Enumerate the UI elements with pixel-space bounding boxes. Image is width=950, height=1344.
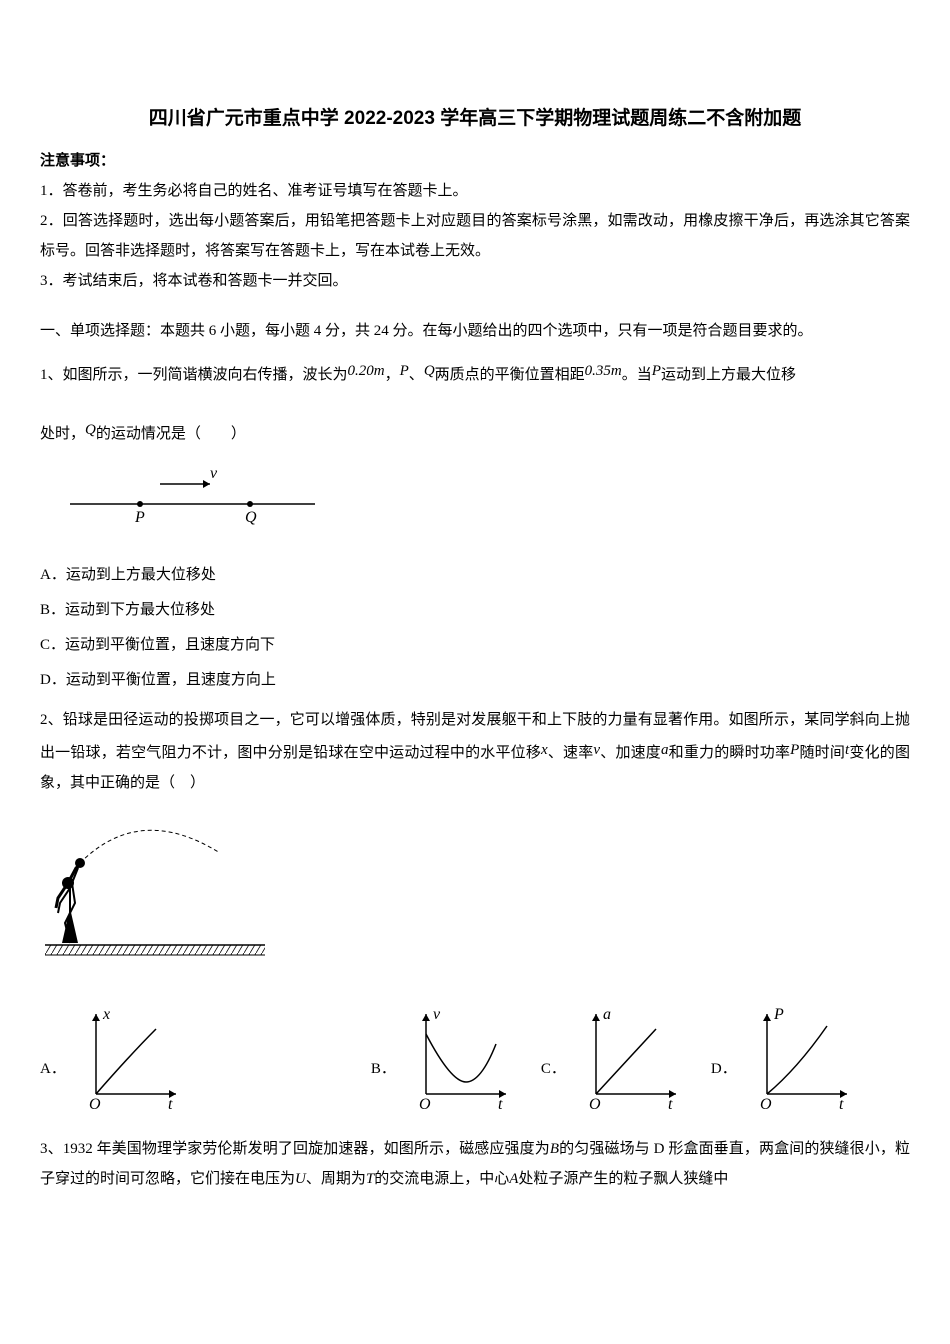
graph-a-svg: x O t — [71, 1004, 181, 1114]
svg-text:P: P — [773, 1006, 784, 1023]
question-1-text-line2: 处时，Q的运动情况是（ ） — [40, 415, 910, 449]
graph-a-label: A． — [40, 1054, 66, 1114]
throw-diagram — [40, 813, 910, 984]
q2-part4: 和重力的瞬时功率 — [669, 745, 791, 761]
q1-option-a: A．运动到上方最大位移处 — [40, 560, 910, 590]
notice-item-1: 1．答卷前，考生务必将自己的姓名、准考证号填写在答题卡上。 — [40, 176, 910, 206]
q2-part5: 随时间 — [799, 745, 845, 761]
graph-c-svg: a O t — [571, 1004, 681, 1114]
q1-varP2: P — [652, 363, 661, 379]
q3-part3: 、周期为 — [306, 1171, 366, 1187]
q1-part2: ， — [385, 367, 400, 383]
q2-part2: 、速率 — [548, 745, 594, 761]
q3-part5: 处粒子源产生的粒子飘人狭缝中 — [518, 1171, 728, 1187]
svg-text:t: t — [839, 1096, 844, 1113]
notice-item-2: 2．回答选择题时，选出每小题答案后，用铅笔把答题卡上对应题目的答案标号涂黑，如需… — [40, 206, 910, 266]
throw-svg — [40, 813, 270, 973]
q2-varX: x — [541, 742, 548, 758]
svg-text:x: x — [102, 1006, 110, 1023]
q1-option-d: D．运动到平衡位置，且速度方向上 — [40, 665, 910, 695]
graph-c-label: C． — [541, 1054, 566, 1114]
notice-header: 注意事项： — [40, 146, 910, 176]
q1-part7: 的运动情况是（ ） — [96, 426, 246, 442]
question-3-text: 3、1932 年美国物理学家劳伦斯发明了回旋加速器，如图所示，磁感应强度为B的匀… — [40, 1134, 910, 1194]
wave-p-label: P — [134, 509, 145, 526]
graph-b-svg: v O t — [401, 1004, 511, 1114]
q2-varP: P — [790, 742, 799, 758]
q2-varA: a — [661, 742, 669, 758]
q1-part6: 处时， — [40, 426, 85, 442]
q3-varU: U — [295, 1171, 306, 1187]
question-1-text: 1、如图所示，一列简谐横波向右传播，波长为0.20m，P、Q两质点的平衡位置相距… — [40, 356, 910, 390]
q3-varB: B — [550, 1141, 559, 1157]
svg-text:O: O — [419, 1096, 431, 1113]
graph-c: C． a O t — [541, 1004, 681, 1114]
graph-d: D． P O t — [711, 1004, 852, 1114]
q3-varT: T — [366, 1171, 374, 1187]
q1-part3: 两质点的平衡位置相距 — [435, 367, 585, 383]
svg-text:t: t — [668, 1096, 673, 1113]
question-1: 1、如图所示，一列简谐横波向右传播，波长为0.20m，P、Q两质点的平衡位置相距… — [40, 356, 910, 695]
q1-part4: 。当 — [622, 367, 652, 383]
exam-title: 四川省广元市重点中学 2022-2023 学年高三下学期物理试题周练二不含附加题 — [40, 100, 910, 138]
q1-part1: 1、如图所示，一列简谐横波向右传播，波长为 — [40, 367, 348, 383]
svg-text:O: O — [760, 1096, 772, 1113]
q1-option-b: B．运动到下方最大位移处 — [40, 595, 910, 625]
q1-option-c: C．运动到平衡位置，且速度方向下 — [40, 630, 910, 660]
wave-v-label: v — [210, 465, 218, 482]
q1-varQ2: Q — [85, 422, 96, 438]
graph-d-svg: P O t — [742, 1004, 852, 1114]
wave-q-label: Q — [245, 509, 257, 526]
q1-varP: P — [400, 363, 409, 379]
svg-text:v: v — [433, 1006, 441, 1023]
q3-part1: 3、1932 年美国物理学家劳伦斯发明了回旋加速器，如图所示，磁感应强度为 — [40, 1141, 550, 1157]
q1-val2: 0.35m — [585, 363, 622, 379]
graph-b: B． v O t — [371, 1004, 511, 1114]
svg-text:t: t — [168, 1096, 173, 1113]
section-1-header: 一、单项选择题：本题共 6 小题，每小题 4 分，共 24 分。在每小题给出的四… — [40, 316, 910, 346]
q1-val1: 0.20m — [348, 363, 385, 379]
graph-d-label: D． — [711, 1054, 737, 1114]
question-2: 2、铅球是田径运动的投掷项目之一，它可以增强体质，特别是对发展躯干和上下肢的力量… — [40, 705, 910, 1114]
q1-part5: 运动到上方最大位移 — [661, 367, 796, 383]
q2-part3: 、加速度 — [600, 745, 661, 761]
svg-text:a: a — [603, 1006, 611, 1023]
wave-svg: v P Q — [60, 464, 320, 534]
svg-text:O: O — [589, 1096, 601, 1113]
graph-b-label: B． — [371, 1054, 396, 1114]
graph-a: A． x O t — [40, 1004, 181, 1114]
graphs-row: A． x O t B． v O t — [40, 1004, 910, 1114]
notice-item-3: 3．考试结束后，将本试卷和答题卡一并交回。 — [40, 266, 910, 296]
question-2-text: 2、铅球是田径运动的投掷项目之一，它可以增强体质，特别是对发展躯干和上下肢的力量… — [40, 705, 910, 798]
q3-part4: 的交流电源上，中心 — [374, 1171, 509, 1187]
wave-diagram: v P Q — [60, 464, 910, 545]
q1-varQ: Q — [424, 363, 435, 379]
q1-sep: 、 — [409, 367, 424, 383]
svg-text:O: O — [89, 1096, 101, 1113]
question-3: 3、1932 年美国物理学家劳伦斯发明了回旋加速器，如图所示，磁感应强度为B的匀… — [40, 1134, 910, 1194]
svg-text:t: t — [498, 1096, 503, 1113]
